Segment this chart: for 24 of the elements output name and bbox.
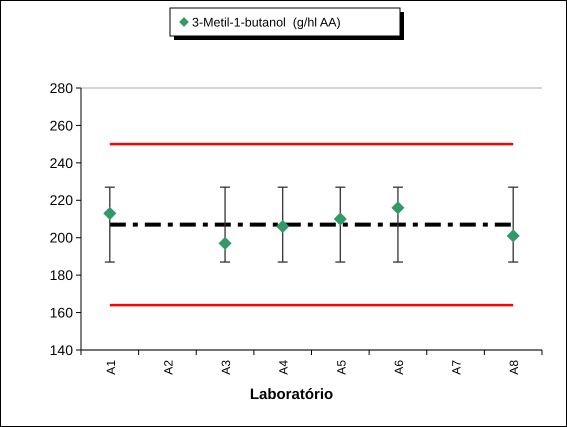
point [334,212,347,226]
y-tick-label: 140 [50,342,74,358]
x-tick-label: A3 [219,360,234,375]
point [506,229,520,242]
y-tick-label: 260 [50,117,74,134]
x-tick-label: A5 [334,360,348,375]
point [391,201,405,214]
x-tick-label: A8 [507,360,522,375]
legend-label: 3-Metil-1-butanol (g/hl AA) [192,15,341,30]
y-tick-label: 220 [50,192,74,208]
x-tick-label: A1 [104,360,118,375]
y-tick-label: 180 [50,267,74,284]
x-tick-label: A6 [392,360,406,375]
x-tick-label: A7 [450,360,464,375]
point [218,236,232,250]
x-axis-title: Laboratório [250,386,334,403]
x-tick-label: A2 [161,360,176,375]
y-tick-label: 240 [50,154,74,171]
point [276,220,290,234]
point [103,206,116,220]
x-tick-label: A4 [276,360,291,375]
y-tick-label: 160 [50,304,74,320]
y-tick-label: 200 [50,230,74,246]
y-tick-label: 280 [50,80,74,96]
